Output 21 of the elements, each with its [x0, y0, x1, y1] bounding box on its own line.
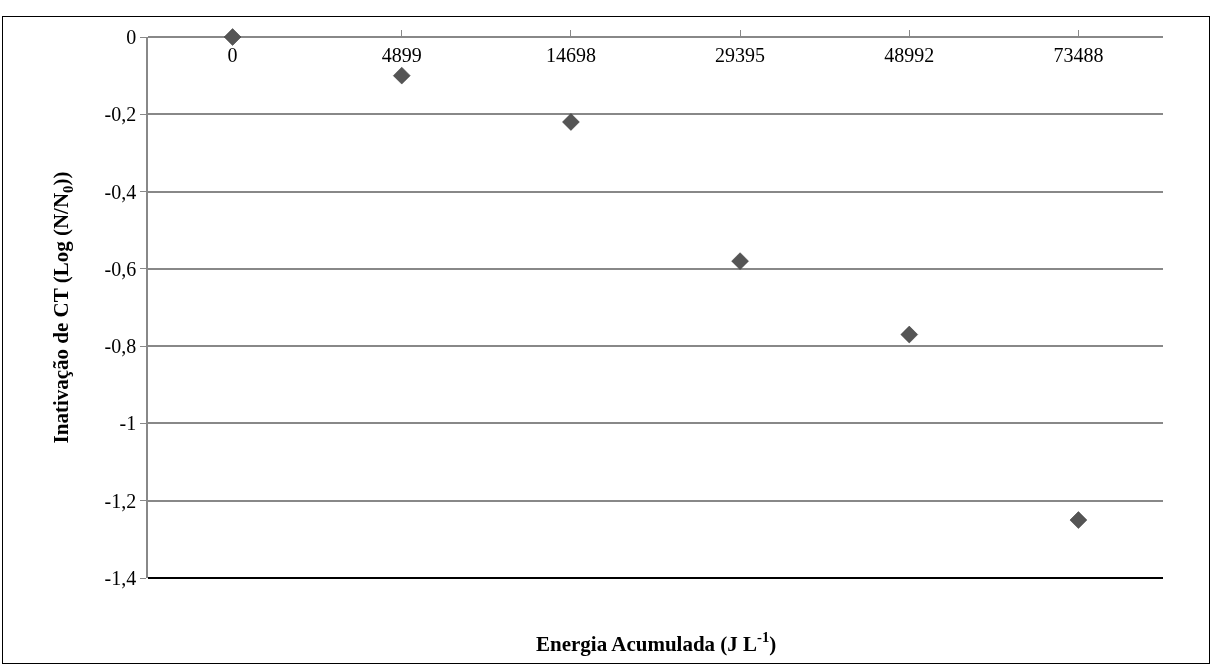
- point: [731, 252, 749, 270]
- point: [562, 113, 580, 131]
- y-tick-label: -1,2: [104, 489, 137, 512]
- x-axis-title: Energia Acumulada (J L$^{-1}$): [536, 629, 777, 656]
- point: [1069, 511, 1088, 529]
- point: [393, 66, 411, 85]
- x-tick-label: 4899: [381, 43, 422, 66]
- x-tick-label: 48992: [884, 43, 935, 66]
- y-tick-label: -0,6: [104, 257, 137, 280]
- y-tick-label: -1,4: [104, 567, 137, 589]
- y-tick-label: -0,2: [104, 103, 137, 126]
- x-tick-label: 14698: [545, 43, 596, 66]
- point: [900, 325, 918, 344]
- x-tick-label: 73488: [1053, 43, 1104, 66]
- y-tick-label: -0,4: [104, 180, 137, 203]
- point: [223, 28, 242, 46]
- y-tick-label: -1: [119, 412, 137, 435]
- y-tick-label: 0: [126, 26, 137, 48]
- x-tick-label: 29395: [715, 43, 766, 66]
- x-tick-label: 0: [227, 43, 238, 66]
- y-tick-label: -0,8: [104, 335, 137, 358]
